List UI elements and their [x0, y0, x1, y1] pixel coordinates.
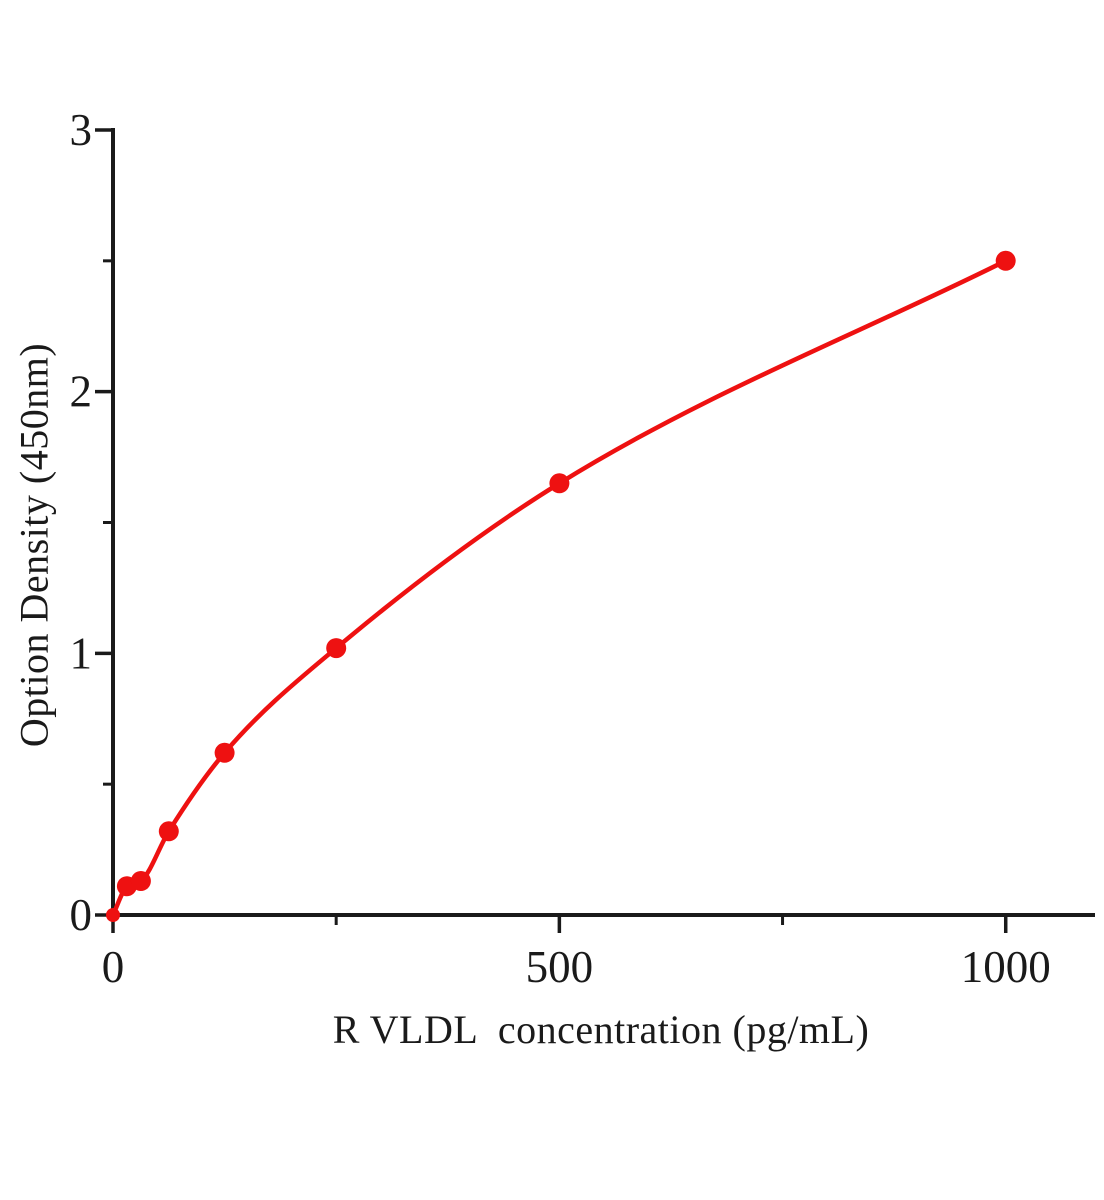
- y-tick-label: 2: [70, 367, 93, 417]
- y-tick-label: 0: [70, 890, 93, 940]
- data-point-marker: [130, 871, 151, 891]
- x-tick-label: 500: [526, 942, 594, 992]
- x-axis-title: R VLDL concentration (pg/mL): [332, 1007, 870, 1052]
- y-tick-label: 1: [70, 628, 93, 678]
- standard-curve-line: [110, 258, 1008, 918]
- x-tick-label: 1000: [961, 942, 1051, 992]
- data-point-marker: [326, 638, 347, 659]
- data-point-marker: [549, 473, 570, 494]
- data-point-marker: [995, 250, 1016, 271]
- x-tick-label: 0: [102, 942, 125, 992]
- y-axis-title: Option Density (450nm): [11, 342, 57, 748]
- data-point-marker: [214, 742, 235, 763]
- data-point-marker: [158, 821, 179, 842]
- y-tick-label: 3: [70, 105, 93, 155]
- data-point-marker: [106, 908, 120, 922]
